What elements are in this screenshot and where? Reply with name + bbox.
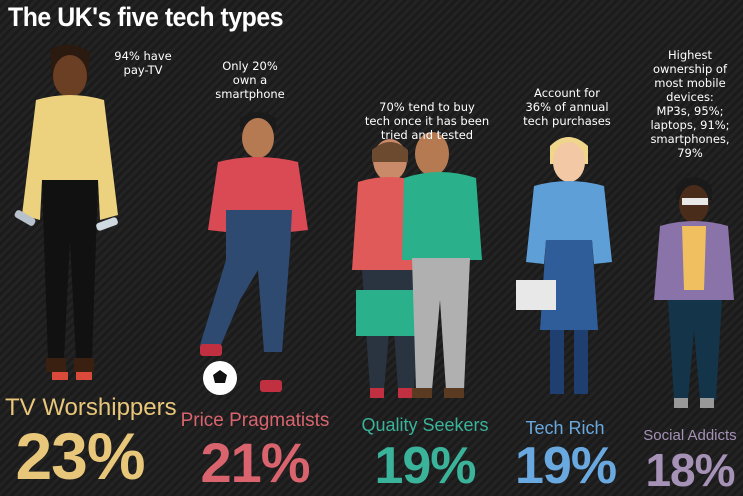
annotation-tech-rich: Account for 36% of annual tech purchases [507, 86, 627, 128]
price-pragmatist-figure [200, 112, 308, 395]
annotation-line: ownership of [652, 62, 728, 76]
annotation-line: tech once it has been [364, 114, 490, 128]
annotation-social-addicts: Highest ownership of most mobile devices… [640, 48, 740, 160]
annotation-line: 79% [677, 146, 703, 160]
category-label-quality-seekers: Quality Seekers [361, 415, 489, 435]
annotation-line: tried and tested [380, 128, 474, 142]
annotation-line: 36% of annual [525, 100, 609, 114]
annotation-line: MP3s, 95%; [656, 104, 724, 118]
annotation-tv-worshippers: 94% have pay-TV [104, 49, 182, 77]
value-label-tech-rich: 19% [515, 437, 617, 495]
page-title: The UK's five tech types [8, 2, 284, 32]
annotation-line: laptops, 91%; [650, 118, 730, 132]
annotation-line: tech purchases [523, 114, 611, 128]
annotation-line: pay-TV [123, 63, 163, 77]
annotation-line: smartphones, [650, 132, 730, 146]
value-label-quality-seekers: 19% [374, 437, 476, 495]
category-label-tech-rich: Tech Rich [525, 418, 605, 438]
quality-seekers-figure [352, 132, 482, 398]
annotation-line: Highest [667, 48, 712, 62]
annotation-line: 70% tend to buy [379, 100, 475, 114]
annotation-line: Account for [534, 86, 600, 100]
annotation-line: smartphone [215, 87, 285, 101]
annotation-line: most mobile [654, 76, 726, 90]
tech-rich-figure [516, 137, 612, 394]
annotation-line: Only 20% [222, 59, 278, 73]
category-label-price-pragmatists: Price Pragmatists [180, 410, 330, 431]
value-label-social-addicts: 18% [645, 444, 735, 496]
social-addict-figure [654, 177, 734, 408]
category-label-social-addicts: Social Addicts [643, 427, 737, 444]
annotation-line: 94% have [114, 49, 172, 63]
annotation-line: own a [232, 73, 268, 87]
value-label-tv-worshippers: 23% [15, 419, 145, 493]
tv-worshipper-figure [14, 44, 118, 380]
annotation-price-pragmatists: Only 20% own a smartphone [205, 59, 295, 101]
category-label-tv-worshippers: TV Worshippers [5, 394, 177, 421]
value-label-price-pragmatists: 21% [200, 431, 310, 494]
annotation-quality-seekers: 70% tend to buy tech once it has been tr… [352, 100, 502, 142]
annotation-line: devices: [666, 90, 714, 104]
